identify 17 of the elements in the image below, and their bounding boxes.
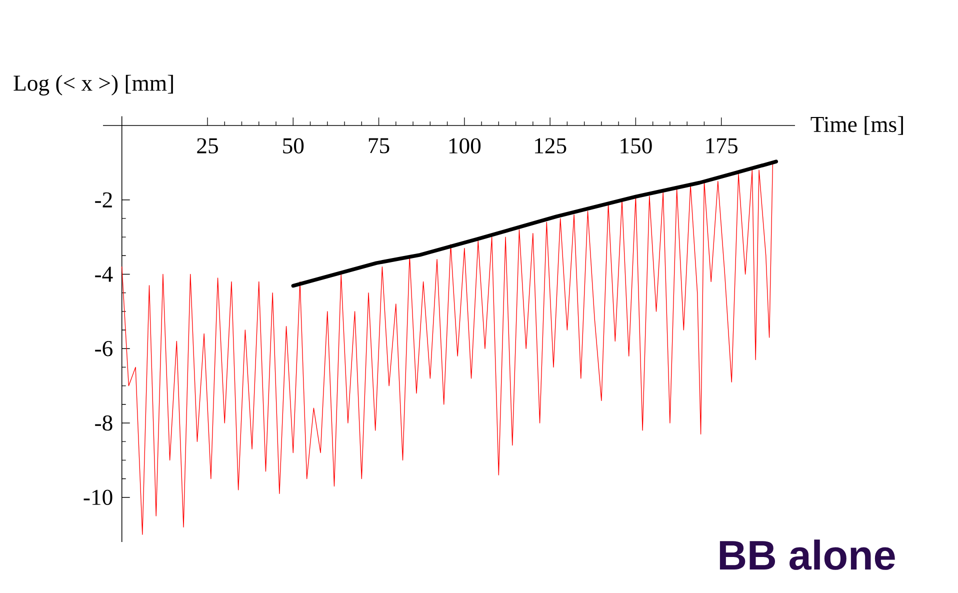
- annotation: BB alone: [720, 540, 895, 570]
- line-series: [122, 162, 774, 535]
- y-tick-label: -10: [84, 490, 112, 506]
- line-series: [291, 160, 778, 288]
- x-tick-label: 150: [620, 138, 652, 154]
- x-tick-label: 125: [535, 138, 566, 154]
- y-tick-label: -2: [95, 192, 112, 208]
- y-tick-label: -4: [95, 266, 113, 282]
- y-tick-label: -8: [95, 415, 112, 431]
- x-tick-label: 175: [706, 138, 738, 154]
- x-axis-title: Time [ms]: [810, 116, 903, 135]
- x-tick-label: 25: [197, 138, 218, 154]
- y-axis-title: Log (< x >) [mm]: [14, 74, 173, 96]
- x-tick-label: 75: [368, 138, 390, 154]
- x-tick-label: 100: [449, 138, 481, 154]
- y-tick-label: -6: [95, 340, 112, 356]
- x-tick-label: 50: [283, 138, 304, 154]
